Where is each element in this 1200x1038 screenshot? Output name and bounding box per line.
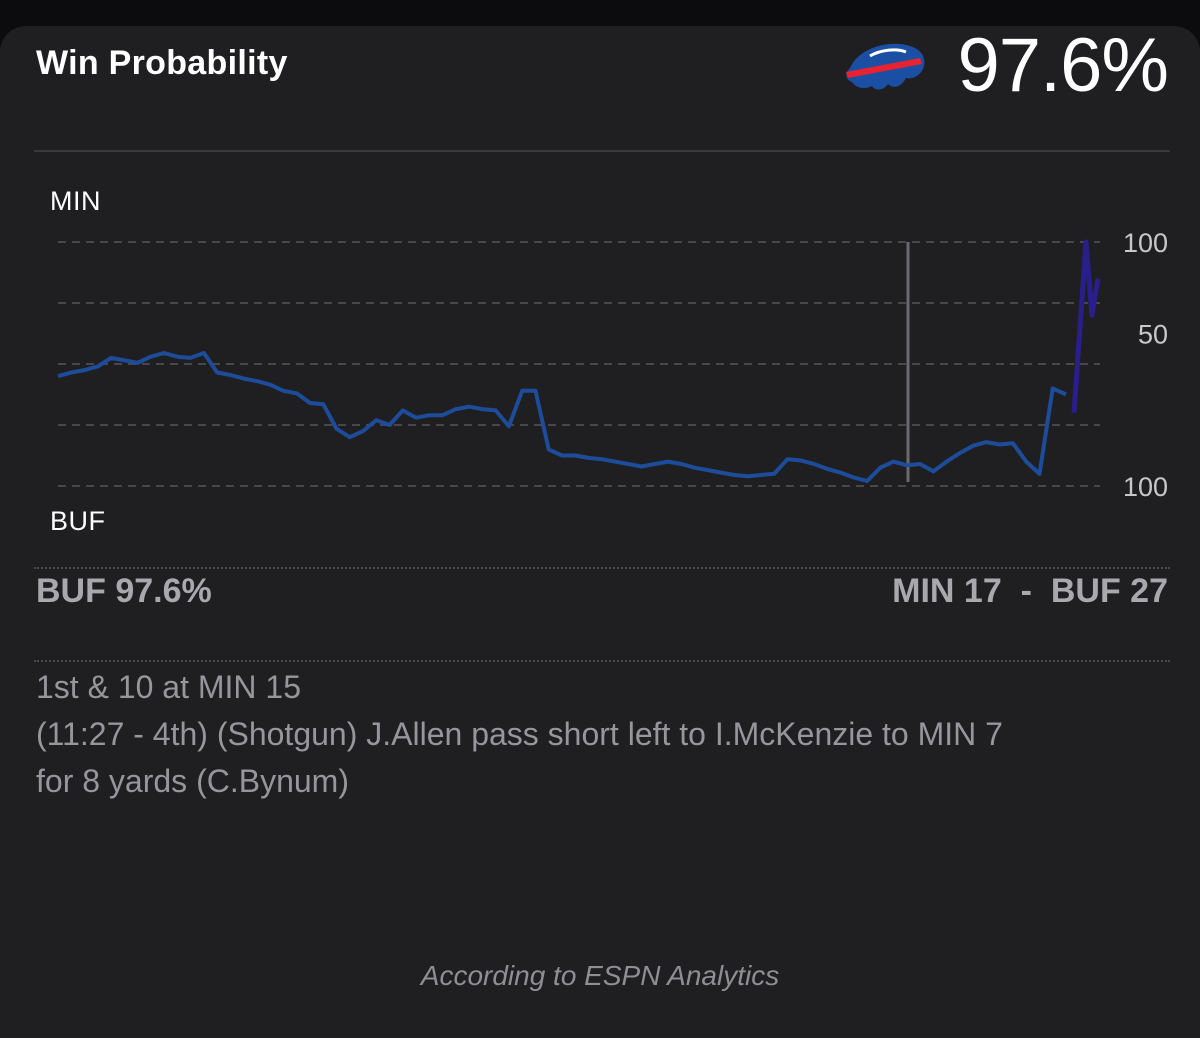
play-down-distance: 1st & 10 at MIN 15 (36, 669, 302, 705)
play-detail-line: for 8 yards (C.Bynum) (36, 763, 349, 799)
y-tick-label: 100 (1123, 472, 1168, 502)
y-tick-label: 50 (1138, 320, 1168, 350)
series-line-late-swing (1071, 239, 1101, 413)
series-line-win-probability (57, 351, 1067, 484)
summary-divider (34, 660, 1170, 662)
play-description: 1st & 10 at MIN 15 (11:27 - 4th) (Shotgu… (36, 664, 1176, 805)
card-title: Win Probability (36, 44, 288, 82)
chart-divider (34, 567, 1170, 569)
chart-bottom-team-label: BUF (50, 506, 106, 536)
chart-gridlines (58, 241, 1100, 487)
play-detail-line: (11:27 - 4th) (Shotgun) J.Allen pass sho… (36, 716, 1003, 752)
header-divider (34, 150, 1170, 152)
win-probability-card (0, 26, 1200, 1038)
bills-logo-icon (846, 43, 925, 90)
win-probability-value: 97.6% (957, 23, 1169, 108)
summary-score: MIN 17 - BUF 27 (892, 572, 1168, 610)
chart-top-team-label: MIN (50, 186, 101, 216)
footer-attribution: According to ESPN Analytics (420, 960, 780, 991)
y-tick-label: 100 (1123, 228, 1168, 258)
chart-y-axis-ticks: 100 50 100 (1123, 228, 1168, 502)
win-probability-chart: 100 50 100 (57, 228, 1168, 502)
summary-win-pct: BUF 97.6% (36, 572, 212, 610)
